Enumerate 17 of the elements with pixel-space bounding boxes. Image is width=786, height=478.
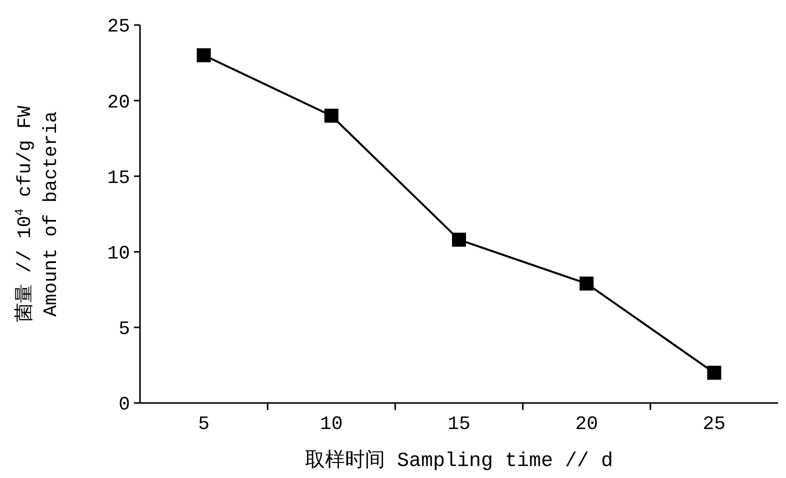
- point: [324, 108, 338, 123]
- y-tick-label: 25: [107, 16, 130, 38]
- x-axis-title: 取样时间 Sampling time // d: [304, 449, 614, 473]
- x-tick-label: 20: [575, 413, 598, 435]
- y-tick-label: 10: [107, 242, 130, 264]
- x-tick-label: 5: [198, 413, 210, 435]
- point: [196, 48, 211, 62]
- point: [707, 366, 722, 380]
- x-tick-label: 10: [320, 413, 343, 435]
- x-tick-label: 25: [702, 413, 726, 435]
- y-tick-label: 20: [107, 91, 130, 114]
- x-tick-label: 15: [448, 413, 470, 435]
- point: [452, 232, 466, 247]
- y-tick-label: 15: [107, 166, 130, 189]
- y-tick-label: 0: [118, 394, 130, 416]
- y-tick-label: 5: [118, 318, 130, 340]
- point: [580, 276, 594, 291]
